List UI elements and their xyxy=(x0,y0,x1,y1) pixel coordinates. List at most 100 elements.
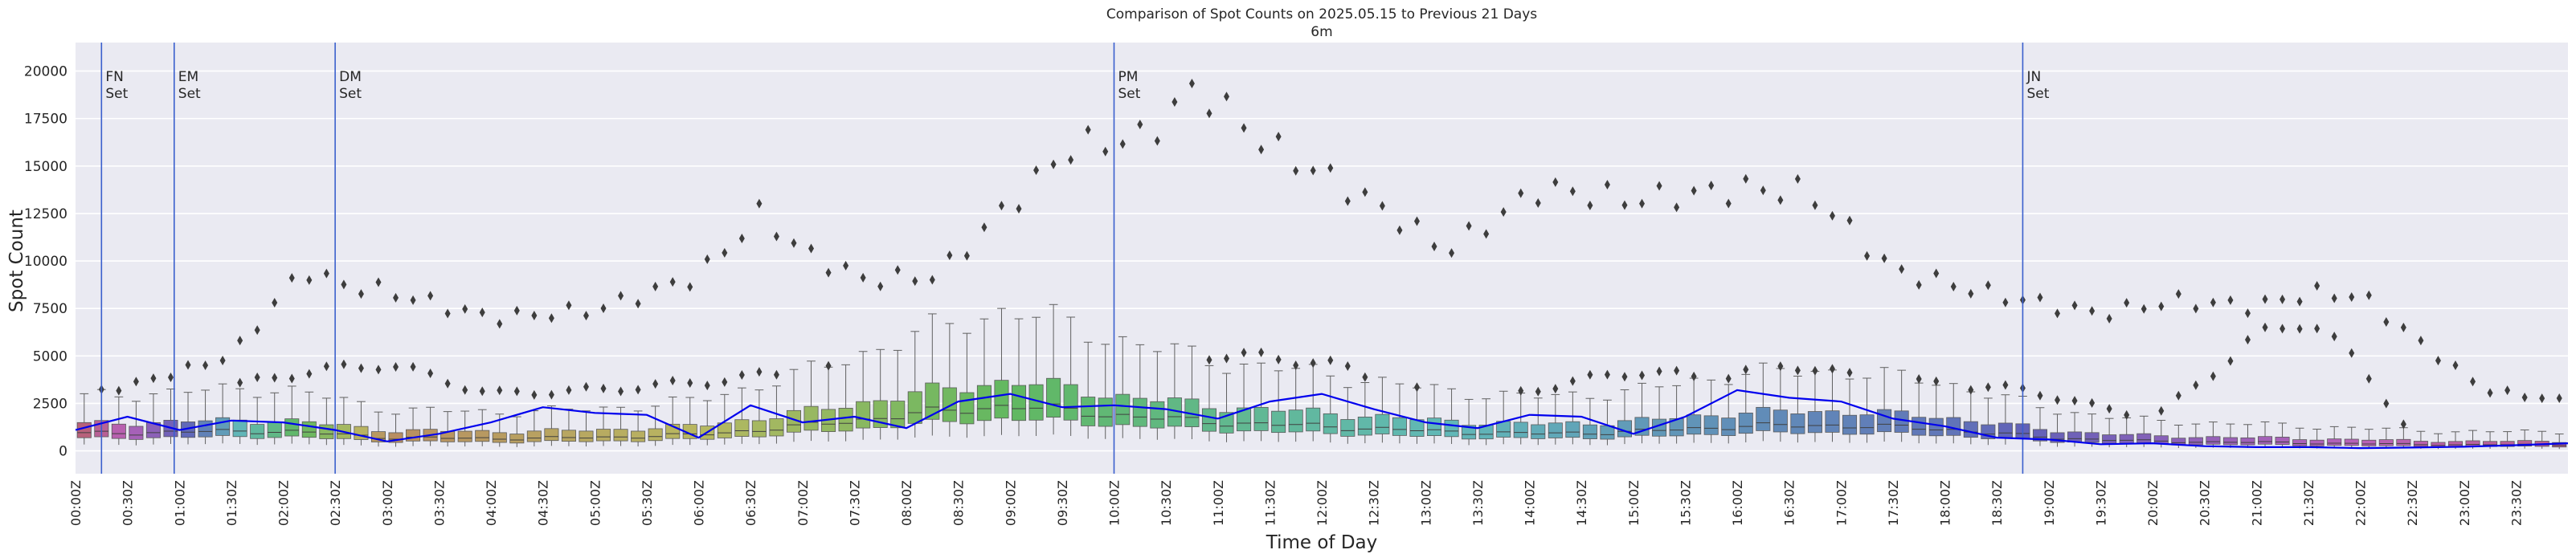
box-body xyxy=(2361,439,2377,446)
outlier-point-upper xyxy=(1483,229,1490,239)
box xyxy=(1548,393,1563,445)
outlier-point-lower xyxy=(600,383,607,393)
x-tick-label: 02:30Z xyxy=(328,480,343,526)
y-tick-label: 0 xyxy=(59,444,67,460)
outlier-point-upper xyxy=(272,298,278,308)
outlier-point-lower xyxy=(1968,385,1974,395)
outlier-point-lower xyxy=(1293,360,1299,370)
x-tick-label: 05:30Z xyxy=(640,480,655,526)
outlier-point-upper xyxy=(479,308,485,318)
box-body xyxy=(475,430,490,442)
outlier-point-upper xyxy=(1552,177,1559,187)
outlier-point-upper xyxy=(877,281,884,291)
vertical-marker-label: PM xyxy=(1118,69,1139,85)
outlier-point-upper xyxy=(566,300,572,311)
x-tick-label: 13:00Z xyxy=(1418,480,1433,526)
box-body xyxy=(1306,407,1321,432)
outlier-point-upper xyxy=(860,272,866,283)
x-tick-label: 05:00Z xyxy=(587,480,603,526)
box-body xyxy=(648,428,663,442)
outlier-point-lower xyxy=(1275,354,1282,365)
outlier-point-upper xyxy=(497,319,503,329)
box xyxy=(717,393,732,445)
outlier-point-lower xyxy=(497,385,503,396)
outlier-point-lower xyxy=(2089,397,2096,408)
box xyxy=(2344,426,2359,449)
outlier-point-upper xyxy=(2504,385,2511,396)
outlier-point-upper xyxy=(288,273,295,283)
box-body xyxy=(544,428,559,442)
box-body xyxy=(2552,442,2567,448)
box xyxy=(1825,369,1840,442)
outlier-point-upper xyxy=(1241,123,1247,133)
outlier-point-upper xyxy=(1344,196,1351,206)
outlier-point-lower xyxy=(1587,369,1593,380)
box-body xyxy=(959,392,975,425)
x-tick-label: 15:00Z xyxy=(1626,480,1642,526)
box xyxy=(2552,434,2567,450)
outlier-point-lower xyxy=(1829,364,1835,374)
x-tick-label: 07:00Z xyxy=(795,480,811,526)
box xyxy=(890,349,906,440)
outlier-point-upper xyxy=(1379,201,1385,211)
box-body xyxy=(1912,417,1927,436)
box xyxy=(1790,375,1805,443)
outlier-point-upper xyxy=(1500,206,1507,217)
x-tick-label: 22:00Z xyxy=(2353,480,2369,526)
box-body xyxy=(111,423,126,439)
box-body xyxy=(526,430,542,442)
box-body xyxy=(994,380,1009,419)
outlier-point-lower xyxy=(2349,348,2355,358)
vertical-marker-label: Set xyxy=(2026,86,2049,102)
box xyxy=(1253,362,1269,442)
outlier-point-upper xyxy=(2452,360,2459,370)
outlier-point-lower xyxy=(756,367,763,377)
outlier-point-upper xyxy=(808,243,815,254)
box-body xyxy=(631,430,646,442)
outlier-point-upper xyxy=(202,360,209,371)
x-tick-label: 14:00Z xyxy=(1523,480,1538,526)
box-body xyxy=(1081,397,1096,426)
x-tick-label: 06:30Z xyxy=(743,480,758,526)
box-body xyxy=(1825,410,1840,433)
box xyxy=(786,369,801,442)
outlier-point-lower xyxy=(1812,365,1818,376)
box xyxy=(631,410,646,447)
box xyxy=(596,406,611,446)
outlier-point-upper xyxy=(1985,280,1991,291)
outlier-point-lower xyxy=(1552,384,1559,394)
box xyxy=(648,405,663,446)
outlier-point-upper xyxy=(2227,295,2234,305)
y-tick-label: 5000 xyxy=(33,348,67,365)
vertical-marker-label: Set xyxy=(339,86,362,102)
box-body xyxy=(2102,434,2117,444)
outlier-point-upper xyxy=(1171,97,1178,108)
x-tick-label: 16:30Z xyxy=(1782,480,1797,526)
box-body xyxy=(1323,413,1338,434)
outlier-point-lower xyxy=(393,361,399,372)
outlier-point-lower xyxy=(1535,386,1541,397)
outlier-point-lower xyxy=(2314,324,2320,334)
outlier-point-upper xyxy=(981,222,987,233)
outlier-point-upper xyxy=(1224,92,1230,102)
x-tick-label: 07:30Z xyxy=(847,480,862,526)
outlier-point-upper xyxy=(1518,188,1524,198)
outlier-point-upper xyxy=(410,295,416,305)
outlier-point-upper xyxy=(669,277,676,287)
outlier-point-lower xyxy=(1310,358,1316,369)
outlier-point-upper xyxy=(375,277,382,287)
outlier-point-lower xyxy=(2280,324,2286,334)
outlier-point-upper xyxy=(462,303,468,314)
vertical-marker-label: DM xyxy=(339,69,362,85)
box xyxy=(1721,384,1736,444)
x-tick-label: 15:30Z xyxy=(1678,480,1693,526)
outlier-point-lower xyxy=(1674,365,1680,376)
outlier-point-lower xyxy=(462,385,468,395)
outlier-point-upper xyxy=(150,373,157,384)
box xyxy=(1340,387,1355,444)
box xyxy=(1167,343,1182,439)
vertical-marker-label: Set xyxy=(1118,86,1141,102)
box xyxy=(145,393,161,445)
box xyxy=(838,364,853,442)
box-body xyxy=(1271,410,1286,434)
